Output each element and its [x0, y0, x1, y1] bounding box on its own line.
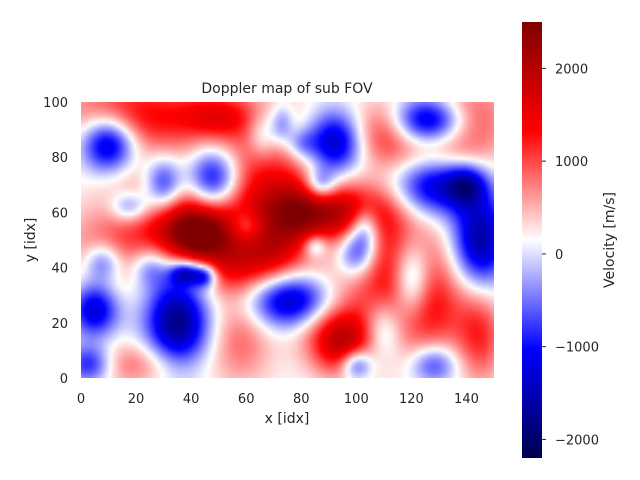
x-tick-label: 140 — [454, 392, 479, 407]
x-tick-label: 120 — [399, 392, 424, 407]
y-tick-label: 100 — [43, 96, 68, 111]
x-tick-label: 0 — [77, 392, 85, 407]
y-tick-label: 80 — [51, 151, 68, 166]
colorbar-bar — [522, 22, 542, 458]
plot-area — [81, 102, 494, 378]
colorbar-tick-label: −1000 — [555, 341, 599, 356]
x-tick-label: 40 — [183, 392, 200, 407]
y-axis: 0 20 40 60 80 100 — [43, 96, 68, 387]
x-tick-label: 100 — [344, 392, 369, 407]
x-tick-label: 60 — [238, 392, 255, 407]
colorbar-tick-label: 0 — [555, 248, 563, 263]
colorbar: −2000 −1000 0 1000 2000 Velocity [m/s] — [522, 22, 618, 458]
colorbar-label: Velocity [m/s] — [602, 192, 618, 288]
x-axis-label: x [idx] — [265, 411, 310, 427]
colorbar-tick-label: 2000 — [555, 62, 588, 77]
colorbar-ticks: −2000 −1000 0 1000 2000 — [542, 62, 599, 448]
colorbar-tick-label: 1000 — [555, 155, 588, 170]
y-tick-label: 40 — [51, 262, 68, 277]
chart-title: Doppler map of sub FOV — [201, 81, 373, 97]
x-tick-label: 20 — [128, 392, 145, 407]
y-tick-label: 0 — [60, 372, 68, 387]
x-axis: 0 20 40 60 80 100 120 140 — [77, 392, 479, 407]
y-tick-label: 60 — [51, 206, 68, 221]
doppler-heatmap — [81, 102, 494, 378]
y-axis-label: y [idx] — [23, 218, 39, 263]
colorbar-tick-label: −2000 — [555, 433, 599, 448]
x-tick-label: 80 — [293, 392, 310, 407]
y-tick-label: 20 — [51, 317, 68, 332]
